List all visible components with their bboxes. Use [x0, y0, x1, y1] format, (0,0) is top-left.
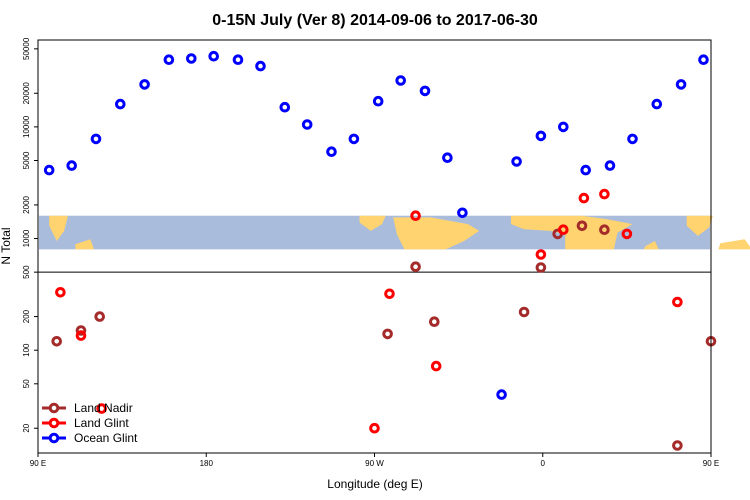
point-ocean-glint — [496, 389, 507, 400]
point-ocean-glint — [186, 53, 197, 64]
map-land-southeast-asia — [49, 215, 68, 241]
point-land-nadir — [429, 316, 440, 328]
point-ocean-glint — [442, 152, 453, 163]
map-land-central-america — [359, 215, 386, 231]
point-ocean-glint — [419, 85, 431, 97]
point-land-glint — [75, 330, 87, 341]
y-tick-label: 20000 — [22, 82, 31, 105]
legend-label-land-glint: Land Glint — [74, 416, 129, 430]
point-ocean-glint — [675, 79, 687, 90]
y-tick-label: 10000 — [22, 115, 31, 138]
point-land-nadir — [75, 325, 87, 336]
map-land-south-america — [393, 217, 480, 250]
legend-marker-land-nadir — [48, 402, 60, 414]
x-tick-label: 180 — [200, 459, 214, 468]
legend-marker-ocean-glint — [48, 432, 60, 444]
point-ocean-glint — [604, 160, 616, 171]
point-ocean-glint — [232, 54, 244, 66]
point-ocean-glint — [90, 133, 102, 145]
point-land-glint — [535, 249, 547, 260]
legend-label-ocean-glint: Ocean Glint — [74, 431, 138, 445]
legend-label-land-nadir: Land Nadir — [74, 401, 133, 415]
point-ocean-glint — [139, 79, 150, 90]
x-tick-label: 0 — [541, 459, 546, 468]
point-ocean-glint — [66, 160, 77, 171]
point-ocean-glint — [511, 156, 522, 167]
map-land-australia-west — [75, 239, 95, 250]
point-ocean-glint — [348, 133, 360, 145]
map-land-southeast-asia-2 — [686, 215, 713, 236]
point-ocean-glint — [115, 98, 126, 110]
point-land-nadir — [94, 311, 105, 322]
point-land-glint — [410, 210, 421, 221]
point-land-glint — [672, 296, 683, 308]
x-tick-label: 90 E — [703, 459, 719, 468]
point-land-nadir — [672, 440, 683, 451]
point-ocean-glint — [279, 101, 291, 113]
point-ocean-glint — [326, 146, 337, 157]
y-axis-label: N Total — [0, 227, 13, 264]
point-land-nadir — [410, 261, 421, 273]
x-tick-label: 90 E — [30, 459, 46, 468]
point-ocean-glint — [208, 50, 219, 62]
point-ocean-glint — [627, 133, 638, 145]
point-ocean-glint — [43, 164, 55, 176]
point-ocean-glint — [372, 95, 384, 107]
point-ocean-glint — [651, 98, 663, 110]
y-tick-label: 100 — [22, 343, 31, 357]
y-tick-label: 5000 — [22, 151, 31, 169]
y-tick-label: 50000 — [22, 37, 31, 60]
point-land-glint — [578, 192, 590, 204]
point-land-nadir — [382, 328, 393, 340]
legend-marker-land-glint — [48, 417, 60, 429]
point-land-nadir — [518, 306, 530, 318]
x-axis-label: Longitude (deg E) — [327, 477, 422, 491]
point-land-glint — [621, 228, 633, 240]
point-ocean-glint — [457, 207, 468, 219]
point-ocean-glint — [395, 75, 407, 86]
data-points — [43, 50, 717, 451]
chart-title: 0-15N July (Ver 8) 2014-09-06 to 2017-06… — [212, 12, 538, 29]
point-ocean-glint — [163, 54, 175, 66]
point-land-nadir — [599, 224, 610, 235]
y-tick-label: 2000 — [22, 195, 31, 213]
point-land-glint — [384, 288, 395, 300]
x-tick-label: 90 W — [365, 459, 384, 468]
map-land-australia-east — [718, 239, 750, 250]
y-tick-label: 1000 — [22, 229, 31, 247]
y-tick-label: 500 — [22, 265, 31, 279]
point-ocean-glint — [558, 121, 569, 133]
point-land-nadir — [535, 262, 547, 273]
point-ocean-glint — [580, 164, 592, 176]
point-ocean-glint — [698, 54, 709, 66]
point-land-glint — [55, 287, 66, 298]
point-ocean-glint — [301, 119, 313, 130]
point-land-glint — [558, 224, 569, 235]
point-land-nadir — [51, 336, 63, 347]
point-land-glint — [369, 422, 380, 434]
y-tick-label: 50 — [22, 379, 31, 388]
world-map-band — [39, 215, 750, 250]
map-land-madagascar — [643, 241, 659, 250]
point-land-nadir — [576, 220, 588, 232]
point-ocean-glint — [255, 60, 266, 72]
y-tick-label: 200 — [22, 309, 31, 323]
point-ocean-glint — [535, 130, 547, 142]
map-land-africa — [511, 215, 633, 250]
point-land-glint — [430, 360, 442, 372]
y-tick-label: 20 — [22, 423, 31, 432]
point-land-glint — [96, 403, 107, 414]
point-land-glint — [599, 188, 610, 200]
